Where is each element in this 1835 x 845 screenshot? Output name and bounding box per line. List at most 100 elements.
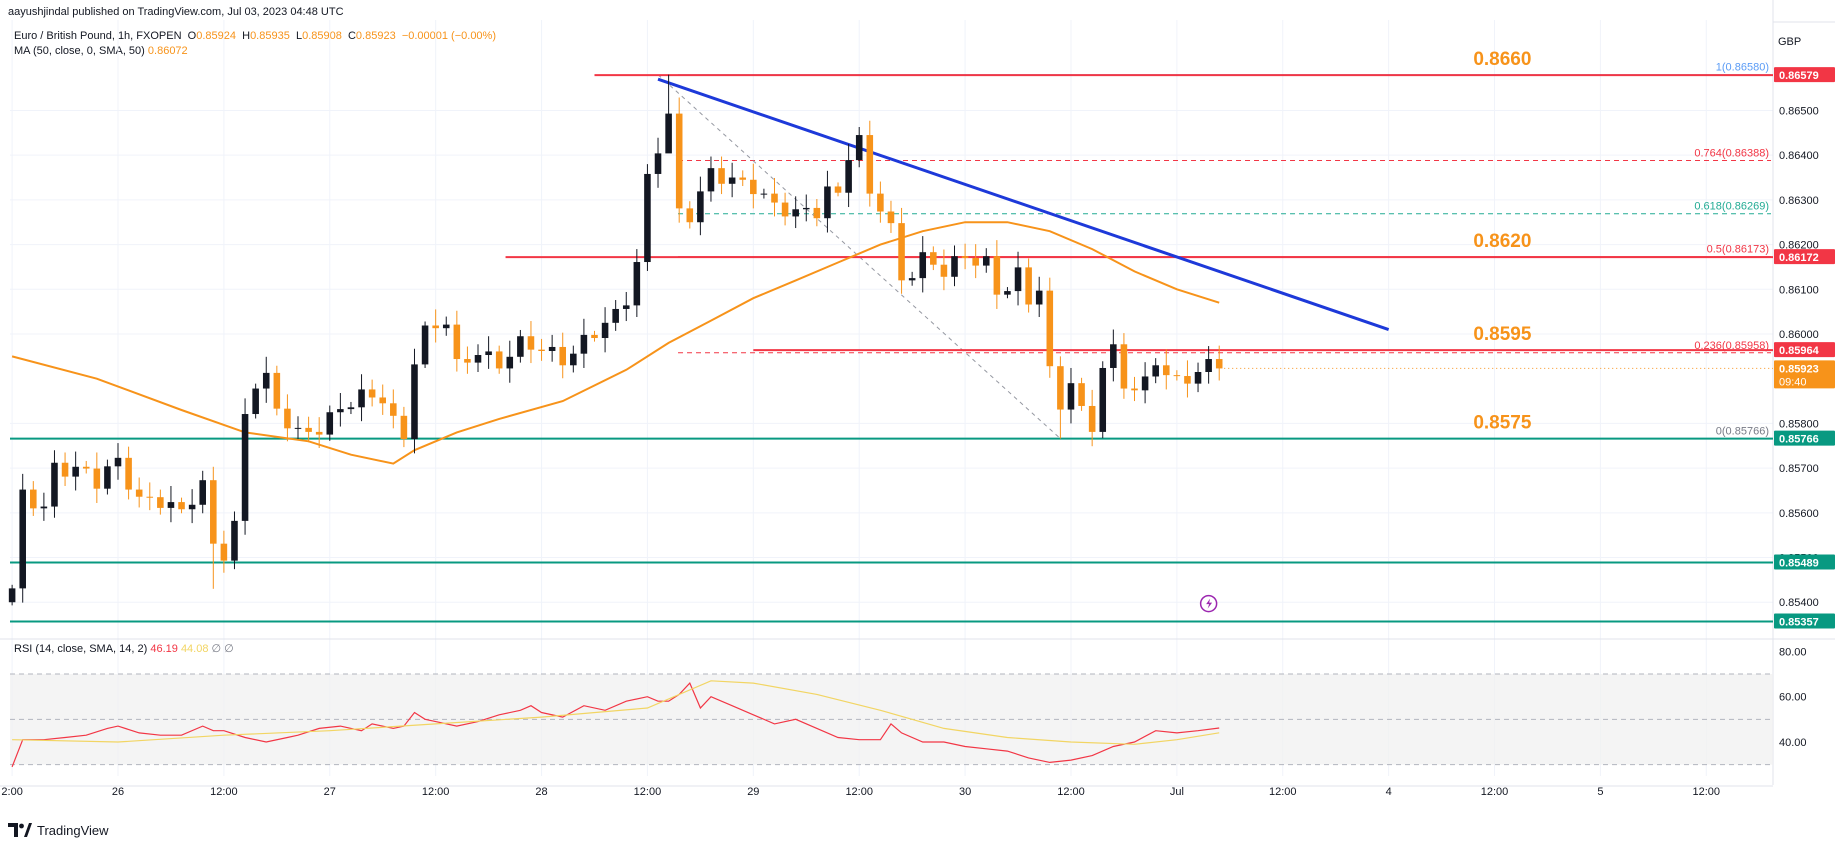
candle[interactable] <box>792 196 799 229</box>
candle[interactable] <box>326 405 334 441</box>
candle[interactable] <box>485 336 492 369</box>
candle[interactable] <box>1173 370 1181 381</box>
candle[interactable] <box>1088 389 1096 447</box>
candle[interactable] <box>432 309 439 343</box>
candle[interactable] <box>188 489 196 524</box>
legend-rsi-line[interactable]: RSI (14, close, SMA, 14, 2) 46.19 44.08 … <box>14 642 234 655</box>
candle[interactable] <box>930 246 937 271</box>
candle[interactable] <box>284 394 291 442</box>
candle[interactable] <box>400 406 408 448</box>
candle[interactable] <box>802 194 810 222</box>
candles[interactable] <box>8 74 1223 606</box>
candle[interactable] <box>210 466 217 589</box>
rsi-line[interactable] <box>11 682 1220 768</box>
candle[interactable] <box>1152 358 1159 384</box>
ma50-line[interactable] <box>11 221 1220 465</box>
candle[interactable] <box>898 207 905 294</box>
candle[interactable] <box>972 244 979 279</box>
candle[interactable] <box>951 245 958 287</box>
candle[interactable] <box>813 198 821 227</box>
candle[interactable] <box>125 446 132 500</box>
candle[interactable] <box>728 162 736 198</box>
candle[interactable] <box>1014 251 1022 306</box>
candle[interactable] <box>707 156 715 202</box>
candle[interactable] <box>1025 258 1032 313</box>
candle[interactable] <box>1046 277 1054 378</box>
candle[interactable] <box>845 144 852 208</box>
candle[interactable] <box>262 356 270 403</box>
candle[interactable] <box>1120 333 1128 399</box>
candle[interactable] <box>72 451 79 491</box>
candle[interactable] <box>199 470 206 514</box>
fib-retracement[interactable]: 1(0.86580) 0.764(0.86388) 0.618(0.86269) 0.… <box>657 62 1771 440</box>
candle[interactable] <box>1194 362 1202 393</box>
candle[interactable] <box>390 389 397 429</box>
candle[interactable] <box>697 176 704 236</box>
candle[interactable] <box>654 137 662 188</box>
candle[interactable] <box>993 240 1001 309</box>
candle[interactable] <box>51 450 58 518</box>
candle[interactable] <box>506 340 514 383</box>
candle[interactable] <box>19 473 26 603</box>
candle[interactable] <box>167 486 175 523</box>
candle[interactable] <box>1067 367 1075 424</box>
candle[interactable] <box>686 201 694 229</box>
candle[interactable] <box>411 348 418 454</box>
candle[interactable] <box>622 291 630 322</box>
candle[interactable] <box>442 316 450 336</box>
candle[interactable] <box>82 460 90 474</box>
candle[interactable] <box>633 249 641 318</box>
candle[interactable] <box>30 481 37 516</box>
candle[interactable] <box>104 459 111 495</box>
candle[interactable] <box>315 417 323 448</box>
candle[interactable] <box>347 401 355 415</box>
candle[interactable] <box>1184 360 1191 398</box>
candle[interactable] <box>358 374 365 422</box>
candle[interactable] <box>8 584 16 606</box>
candle[interactable] <box>421 321 429 368</box>
candle[interactable] <box>644 164 651 271</box>
candle[interactable] <box>559 332 567 379</box>
candle[interactable] <box>305 416 312 443</box>
candle[interactable] <box>570 345 577 373</box>
candle[interactable] <box>961 243 969 270</box>
candle[interactable] <box>474 344 482 372</box>
candle[interactable] <box>337 393 344 427</box>
price-axis[interactable]: 0.86500 0.86400 0.86300 0.86200 0.86100 0.860… <box>1774 67 1835 629</box>
candle[interactable] <box>750 163 757 209</box>
candle[interactable] <box>1141 362 1149 404</box>
candle[interactable] <box>273 365 281 416</box>
candle[interactable] <box>1131 376 1138 402</box>
candle[interactable] <box>1004 287 1011 299</box>
candle[interactable] <box>157 489 164 515</box>
candle[interactable] <box>612 300 619 331</box>
candle[interactable] <box>114 443 122 480</box>
candle[interactable] <box>855 127 863 168</box>
candle[interactable] <box>241 398 249 535</box>
candle[interactable] <box>739 170 747 187</box>
candle[interactable] <box>464 346 471 374</box>
candle[interactable] <box>379 384 387 415</box>
rsi-ma-line[interactable] <box>12 680 1220 745</box>
candle[interactable] <box>665 74 672 154</box>
candle[interactable] <box>1099 361 1107 439</box>
candle[interactable] <box>824 170 831 233</box>
candle[interactable] <box>1057 356 1064 439</box>
candle[interactable] <box>1162 349 1170 390</box>
rsi-pane[interactable]: 80.00 60.00 40.00 <box>10 646 1807 768</box>
candle[interactable] <box>834 182 842 197</box>
candle[interactable] <box>718 156 725 195</box>
candle[interactable] <box>580 318 588 368</box>
candle[interactable] <box>1215 345 1223 381</box>
candle[interactable] <box>908 271 916 286</box>
candle[interactable] <box>877 181 884 223</box>
candle[interactable] <box>940 249 948 291</box>
candle[interactable] <box>146 482 154 511</box>
candle[interactable] <box>548 334 556 362</box>
candle[interactable] <box>919 236 927 293</box>
candle[interactable] <box>781 192 789 226</box>
candle[interactable] <box>591 330 598 342</box>
time-axis[interactable]: 2:00 26 12:00 27 12:00 28 12:00 29 12:00 30 12:00 J… <box>1 786 1720 798</box>
candle[interactable] <box>252 383 259 419</box>
